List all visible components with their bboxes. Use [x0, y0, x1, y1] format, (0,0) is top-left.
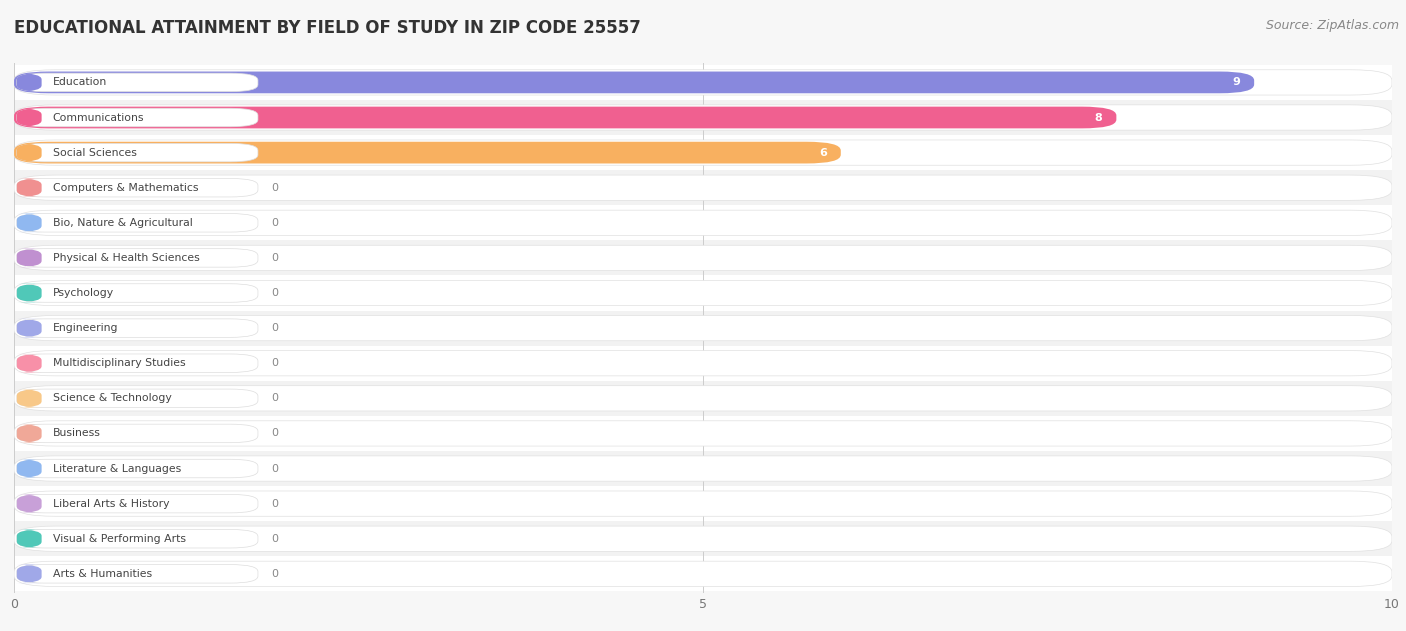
FancyBboxPatch shape — [17, 389, 257, 408]
Bar — [14, 65, 1392, 100]
Text: 0: 0 — [271, 498, 278, 509]
FancyBboxPatch shape — [14, 456, 1392, 481]
FancyBboxPatch shape — [14, 561, 1392, 586]
FancyBboxPatch shape — [17, 249, 42, 267]
Text: Physical & Health Sciences: Physical & Health Sciences — [52, 253, 200, 263]
Bar — [14, 310, 1392, 346]
FancyBboxPatch shape — [17, 143, 257, 162]
FancyBboxPatch shape — [14, 107, 1116, 128]
FancyBboxPatch shape — [17, 494, 257, 513]
FancyBboxPatch shape — [14, 280, 1392, 305]
FancyBboxPatch shape — [17, 179, 257, 197]
FancyBboxPatch shape — [17, 143, 42, 162]
FancyBboxPatch shape — [17, 179, 42, 197]
FancyBboxPatch shape — [17, 284, 42, 302]
Text: EDUCATIONAL ATTAINMENT BY FIELD OF STUDY IN ZIP CODE 25557: EDUCATIONAL ATTAINMENT BY FIELD OF STUDY… — [14, 19, 641, 37]
FancyBboxPatch shape — [14, 351, 1392, 376]
FancyBboxPatch shape — [17, 354, 42, 372]
Text: Liberal Arts & History: Liberal Arts & History — [52, 498, 169, 509]
Bar — [14, 205, 1392, 240]
FancyBboxPatch shape — [17, 213, 42, 232]
Bar — [14, 521, 1392, 557]
FancyBboxPatch shape — [14, 526, 1392, 551]
FancyBboxPatch shape — [17, 73, 257, 91]
FancyBboxPatch shape — [17, 109, 42, 127]
FancyBboxPatch shape — [14, 491, 1392, 516]
FancyBboxPatch shape — [17, 424, 257, 443]
Bar — [14, 135, 1392, 170]
Bar — [14, 240, 1392, 276]
Text: 0: 0 — [271, 358, 278, 369]
FancyBboxPatch shape — [17, 213, 257, 232]
Text: Psychology: Psychology — [52, 288, 114, 298]
Text: Multidisciplinary Studies: Multidisciplinary Studies — [52, 358, 186, 369]
FancyBboxPatch shape — [14, 421, 1392, 446]
FancyBboxPatch shape — [17, 565, 257, 583]
Bar — [14, 346, 1392, 380]
FancyBboxPatch shape — [17, 529, 42, 548]
Bar — [14, 170, 1392, 205]
Bar — [14, 380, 1392, 416]
FancyBboxPatch shape — [14, 210, 1392, 235]
FancyBboxPatch shape — [14, 316, 1392, 341]
FancyBboxPatch shape — [14, 70, 1392, 95]
FancyBboxPatch shape — [17, 424, 42, 443]
Text: 0: 0 — [271, 534, 278, 544]
FancyBboxPatch shape — [17, 529, 257, 548]
Text: 8: 8 — [1095, 112, 1102, 122]
FancyBboxPatch shape — [17, 354, 257, 372]
FancyBboxPatch shape — [14, 386, 1392, 411]
Text: Bio, Nature & Agricultural: Bio, Nature & Agricultural — [52, 218, 193, 228]
FancyBboxPatch shape — [17, 459, 42, 478]
Text: 0: 0 — [271, 183, 278, 192]
Text: Arts & Humanities: Arts & Humanities — [52, 569, 152, 579]
Text: 0: 0 — [271, 428, 278, 439]
Text: 0: 0 — [271, 393, 278, 403]
Text: 6: 6 — [820, 148, 827, 158]
Text: Social Sciences: Social Sciences — [52, 148, 136, 158]
Text: Business: Business — [52, 428, 100, 439]
Text: Science & Technology: Science & Technology — [52, 393, 172, 403]
Bar — [14, 557, 1392, 591]
FancyBboxPatch shape — [17, 319, 42, 338]
Bar — [14, 486, 1392, 521]
Text: Source: ZipAtlas.com: Source: ZipAtlas.com — [1265, 19, 1399, 32]
Text: 0: 0 — [271, 569, 278, 579]
FancyBboxPatch shape — [14, 175, 1392, 201]
FancyBboxPatch shape — [14, 245, 1392, 271]
FancyBboxPatch shape — [17, 73, 42, 91]
FancyBboxPatch shape — [17, 389, 42, 408]
FancyBboxPatch shape — [14, 140, 1392, 165]
Bar — [14, 416, 1392, 451]
Text: Visual & Performing Arts: Visual & Performing Arts — [52, 534, 186, 544]
FancyBboxPatch shape — [17, 494, 42, 513]
Text: Computers & Mathematics: Computers & Mathematics — [52, 183, 198, 192]
FancyBboxPatch shape — [17, 109, 257, 127]
Bar — [14, 100, 1392, 135]
FancyBboxPatch shape — [17, 319, 257, 338]
Text: 0: 0 — [271, 253, 278, 263]
Text: 0: 0 — [271, 218, 278, 228]
Text: Education: Education — [52, 78, 107, 88]
Bar — [14, 451, 1392, 486]
Text: 9: 9 — [1233, 78, 1240, 88]
FancyBboxPatch shape — [14, 71, 1254, 93]
FancyBboxPatch shape — [14, 105, 1392, 130]
Text: 0: 0 — [271, 323, 278, 333]
FancyBboxPatch shape — [14, 142, 841, 163]
Text: Literature & Languages: Literature & Languages — [52, 464, 181, 473]
Text: Communications: Communications — [52, 112, 145, 122]
FancyBboxPatch shape — [17, 284, 257, 302]
Text: Engineering: Engineering — [52, 323, 118, 333]
FancyBboxPatch shape — [17, 459, 257, 478]
Text: 0: 0 — [271, 288, 278, 298]
Bar — [14, 276, 1392, 310]
FancyBboxPatch shape — [17, 565, 42, 583]
Text: 0: 0 — [271, 464, 278, 473]
FancyBboxPatch shape — [17, 249, 257, 267]
